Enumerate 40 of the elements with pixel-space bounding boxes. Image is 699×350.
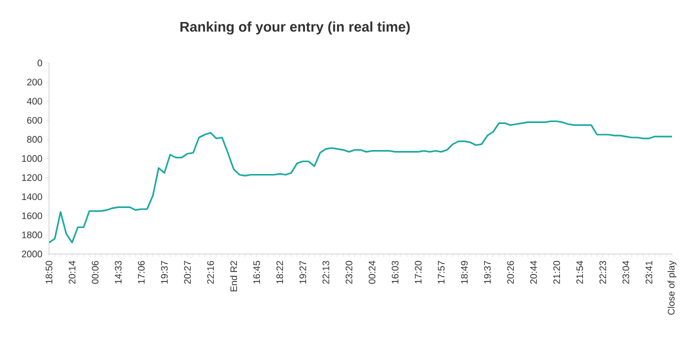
x-tick-label: End R2 (230, 261, 238, 292)
chart-title: Ranking of your entry (in real time) (180, 21, 410, 35)
x-tick-label: 20:14 (68, 260, 76, 284)
y-tick-label: 0 (38, 60, 42, 66)
x-tick-label: Close of play (668, 260, 676, 315)
x-tick-label: 22:23 (599, 260, 606, 284)
x-tick-label: 21:20 (553, 260, 560, 284)
y-tick-label: 1600 (22, 212, 42, 220)
x-tick-label: 22:13 (322, 260, 330, 284)
x-tick-label: 19:27 (299, 260, 306, 284)
y-tick-label: 1400 (22, 193, 42, 200)
x-tick-label: 18:22 (276, 260, 284, 284)
y-tick-label: 1000 (22, 155, 42, 162)
x-tick-label: 23:20 (346, 260, 352, 284)
x-tick-label: 18:49 (460, 260, 468, 284)
x-tick-label: 23:41 (646, 260, 652, 284)
x-tick-label: 20:27 (184, 260, 191, 284)
y-tick-label: 1800 (22, 232, 42, 238)
x-tick-label: 19:37 (484, 260, 491, 284)
x-tick-label: 23:04 (622, 260, 630, 284)
x-tick-label: 16:03 (392, 260, 398, 284)
x-tick-label: 17:06 (138, 260, 145, 284)
x-tick-label: 16:45 (253, 260, 260, 284)
y-tick-label: 2000 (22, 250, 42, 258)
y-tick-label: 400 (26, 98, 42, 105)
x-tick-label: 20:44 (530, 260, 537, 284)
x-tick-label: 00:06 (92, 260, 99, 284)
x-tick-label: 22:16 (207, 260, 214, 284)
x-tick-label: 17:57 (438, 260, 445, 284)
x-tick-label: 19:37 (161, 260, 168, 284)
x-tick-label: 20:26 (507, 260, 514, 284)
x-tick-label: 18:50 (46, 260, 52, 284)
x-tick-label: 00:24 (368, 260, 376, 284)
x-tick-label: 14:33 (114, 260, 122, 284)
y-tick-label: 1200 (22, 174, 42, 181)
x-tick-label: 21:54 (576, 260, 584, 284)
y-tick-label: 800 (27, 136, 42, 143)
x-tick-label: 17:20 (414, 260, 422, 284)
y-tick-label: 200 (27, 78, 42, 86)
y-tick-label: 600 (27, 116, 42, 124)
